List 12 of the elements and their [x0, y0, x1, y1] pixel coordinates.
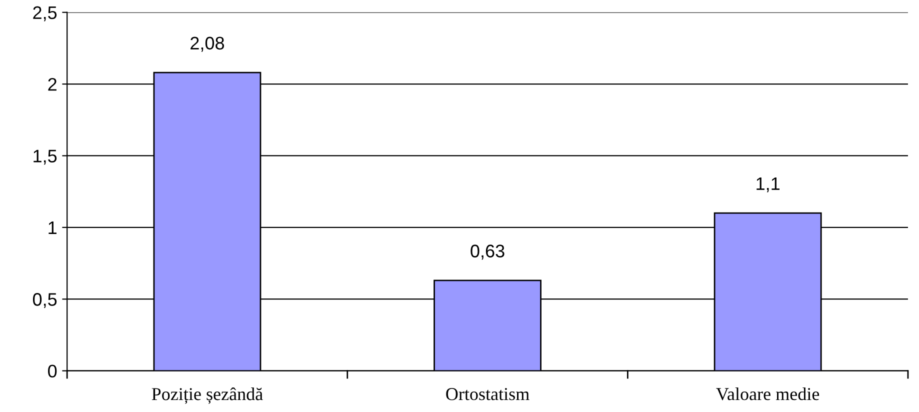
- y-tick-label: 1: [48, 222, 56, 234]
- data-label: 1,1: [756, 177, 780, 192]
- y-tick-label: 1,5: [34, 150, 57, 165]
- x-tick-label: Valoare medie: [716, 387, 820, 400]
- data-label: 0,63: [470, 244, 504, 260]
- y-tick-label: 2: [48, 78, 56, 91]
- y-tick-label: 2,5: [33, 6, 57, 22]
- y-tick-label: 0,5: [32, 293, 57, 308]
- y-tick-label: 0: [48, 364, 57, 378]
- x-tick-label: Ortostatism: [446, 388, 530, 400]
- x-tick-label: Poziție șezândă: [152, 387, 263, 404]
- data-label: 2,08: [190, 36, 224, 52]
